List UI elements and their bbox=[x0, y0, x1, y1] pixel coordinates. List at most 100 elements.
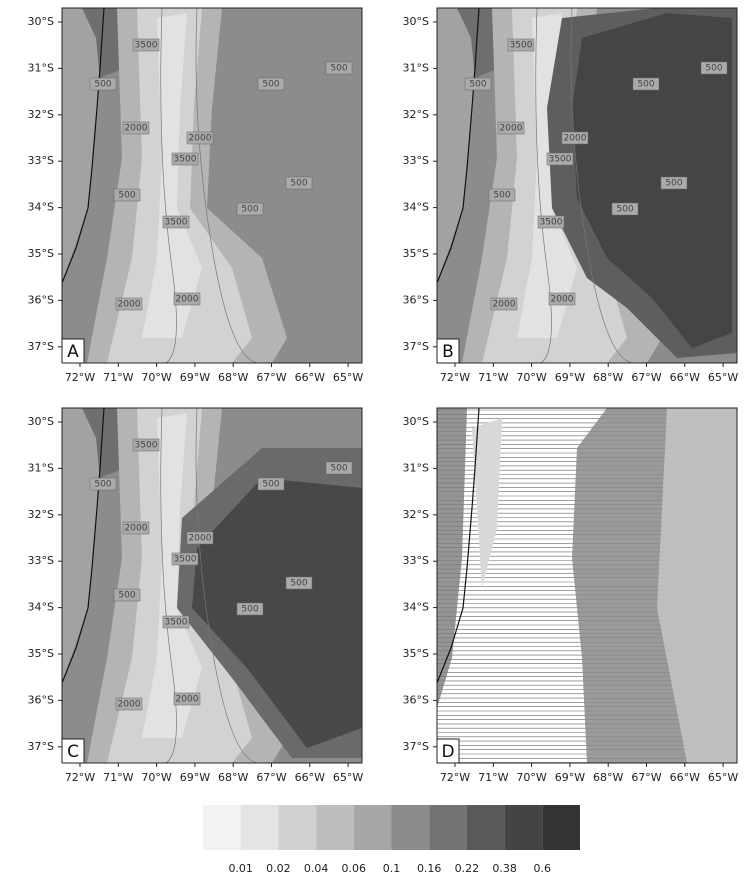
contour-line bbox=[195, 408, 262, 763]
panel-label-box bbox=[436, 738, 460, 764]
contour-label: 500 bbox=[118, 591, 135, 601]
lat-tick-label: 32°S bbox=[28, 108, 54, 121]
contour-label-box bbox=[162, 615, 190, 629]
shaded-area bbox=[192, 478, 362, 748]
contour-label: 2000 bbox=[493, 300, 516, 310]
colorbar-label: 0.6 bbox=[534, 862, 552, 875]
lon-tick-label: 69°W bbox=[555, 771, 585, 784]
lon-tick-label: 67°W bbox=[256, 371, 286, 384]
lon-tick-label: 70°W bbox=[141, 771, 171, 784]
contour-label: 500 bbox=[241, 605, 258, 615]
contour-line bbox=[527, 8, 552, 363]
contour-label-box bbox=[171, 152, 199, 166]
contour-label-box bbox=[113, 588, 141, 602]
contour-label-box bbox=[186, 531, 214, 545]
contour-label-box bbox=[122, 521, 150, 535]
lon-tick-label: 68°W bbox=[593, 371, 623, 384]
contour-line bbox=[195, 8, 262, 363]
lat-tick-label: 31°S bbox=[403, 61, 429, 74]
contour-label-box bbox=[132, 438, 160, 452]
shaded-area bbox=[517, 13, 577, 338]
contour-label: 500 bbox=[616, 205, 633, 215]
contour-label-box bbox=[171, 552, 199, 566]
colorbar-box bbox=[542, 805, 580, 850]
contour-label: 3500 bbox=[510, 41, 533, 51]
lat-tick-label: 30°S bbox=[28, 415, 54, 428]
coastline bbox=[62, 8, 105, 284]
colorbar-box bbox=[466, 805, 505, 850]
colorbar-label: 0.01 bbox=[228, 862, 253, 875]
contour-label: 3500 bbox=[174, 155, 197, 165]
panel-label-box bbox=[61, 738, 85, 764]
contour-label: 3500 bbox=[135, 41, 158, 51]
lon-tick-label: 69°W bbox=[555, 371, 585, 384]
lat-tick-label: 32°S bbox=[403, 508, 429, 521]
map-panel: 3500 500 500 500 2000 2000 3500 500 500 500 3500 20… bbox=[28, 407, 363, 784]
lat-tick-label: 34°S bbox=[403, 601, 429, 614]
lat-tick-label: 32°S bbox=[28, 508, 54, 521]
lon-tick-label: 65°W bbox=[333, 371, 363, 384]
contour-line bbox=[152, 408, 177, 763]
panel-label: B bbox=[442, 342, 454, 362]
contour-label-box bbox=[236, 602, 264, 616]
contour-label: 500 bbox=[290, 179, 307, 189]
contour-label-box bbox=[115, 297, 143, 311]
contour-label-box bbox=[173, 692, 201, 706]
lon-tick-label: 68°W bbox=[593, 771, 623, 784]
colorbar-box bbox=[391, 805, 430, 850]
lon-tick-label: 72°W bbox=[440, 771, 470, 784]
contour-label-box bbox=[561, 131, 589, 145]
colorbar-box bbox=[203, 805, 241, 850]
lat-tick-label: 36°S bbox=[28, 293, 54, 306]
contour-label: 500 bbox=[94, 80, 111, 90]
contour-label-box bbox=[113, 188, 141, 202]
contour-label: 500 bbox=[637, 80, 654, 90]
shaded-area bbox=[657, 408, 737, 763]
lon-tick-label: 65°W bbox=[333, 771, 363, 784]
map-field: 3500 500 500 500 2000 2000 3500 500 500 500 3500 20… bbox=[437, 8, 737, 363]
panel-label-box bbox=[436, 338, 460, 364]
lat-tick-label: 30°S bbox=[403, 415, 429, 428]
map-field: 3500 500 500 500 2000 2000 3500 500 500 500 3500 20… bbox=[62, 408, 362, 763]
colorbar-label: 0.22 bbox=[455, 862, 480, 875]
coastline bbox=[437, 8, 480, 284]
lat-tick-label: 36°S bbox=[403, 293, 429, 306]
shaded-area bbox=[142, 413, 202, 738]
lat-tick-label: 35°S bbox=[403, 247, 429, 260]
contour-label-box bbox=[285, 176, 313, 190]
contour-label: 500 bbox=[118, 191, 135, 201]
colorbar-box bbox=[353, 805, 392, 850]
contour-label-box bbox=[115, 697, 143, 711]
colorbar-box bbox=[504, 805, 543, 850]
contour-label: 3500 bbox=[174, 555, 197, 565]
contour-label: 500 bbox=[665, 179, 682, 189]
lat-tick-label: 35°S bbox=[28, 247, 54, 260]
lon-tick-label: 66°W bbox=[295, 771, 325, 784]
lon-tick-label: 70°W bbox=[141, 371, 171, 384]
colorbar-box bbox=[316, 805, 354, 850]
panel-label: C bbox=[67, 742, 79, 762]
contour-label-box bbox=[546, 152, 574, 166]
contour-label-box bbox=[89, 77, 117, 91]
contour-label: 2000 bbox=[551, 295, 574, 305]
contour-label: 500 bbox=[330, 464, 347, 474]
lat-tick-label: 33°S bbox=[28, 154, 54, 167]
contour-line bbox=[570, 8, 637, 363]
colorbar-label: 0.06 bbox=[342, 862, 367, 875]
lat-tick-label: 30°S bbox=[28, 15, 54, 28]
contour-label: 500 bbox=[290, 579, 307, 589]
contour-label-box bbox=[236, 202, 264, 216]
panel-label: D bbox=[441, 742, 454, 762]
coastline bbox=[62, 408, 105, 684]
contour-label-box bbox=[488, 188, 516, 202]
lat-tick-label: 34°S bbox=[28, 201, 54, 214]
contour-line bbox=[152, 8, 177, 363]
colorbar-box bbox=[278, 805, 317, 850]
contour-label: 500 bbox=[241, 205, 258, 215]
contour-label-box bbox=[122, 121, 150, 135]
lon-tick-label: 66°W bbox=[295, 371, 325, 384]
lat-tick-label: 36°S bbox=[403, 693, 429, 706]
shaded-area bbox=[437, 408, 467, 708]
lat-tick-label: 30°S bbox=[403, 15, 429, 28]
